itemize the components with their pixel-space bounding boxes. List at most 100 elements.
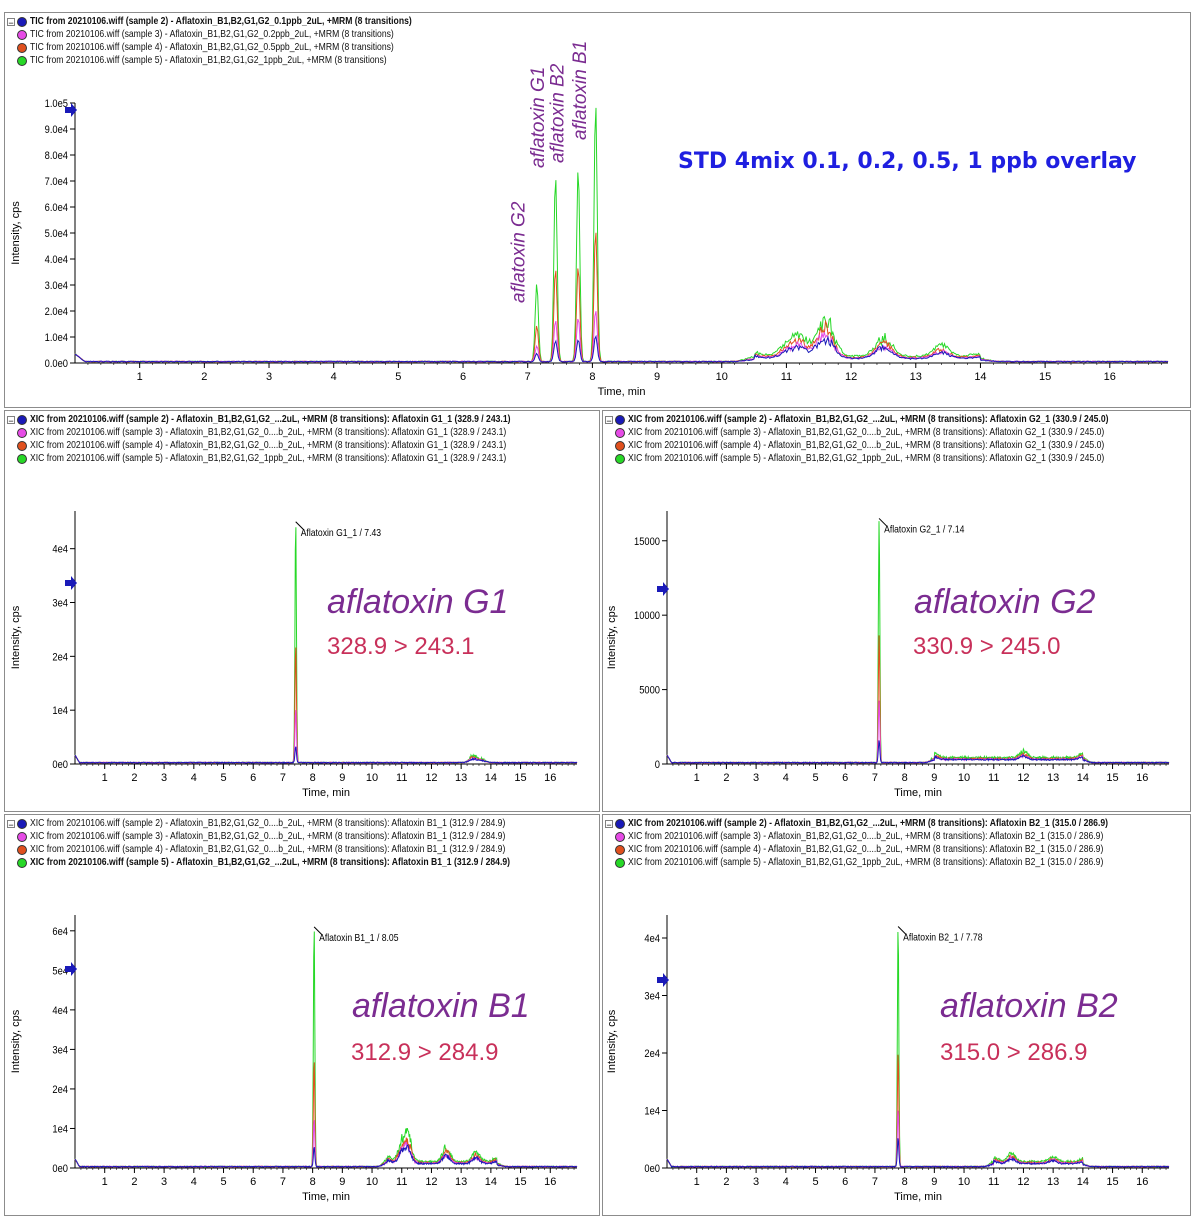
baseline-marker-icon[interactable] [657,582,669,596]
baseline-marker-icon[interactable] [65,103,77,117]
legend-text: XIC from 20210106.wiff (sample 4) - Afla… [30,843,506,855]
x-tick-label: 8 [902,772,908,784]
legend-text: XIC from 20210106.wiff (sample 4) - Afla… [30,439,507,451]
y-tick-label: 1.0e4 [45,332,69,344]
x-tick-label: 13 [910,371,922,383]
y-tick-label: 9.0e4 [45,124,69,136]
collapse-icon[interactable]: − [605,415,613,426]
tic-legend: − TIC from 20210106.wiff (sample 2) - Afl… [7,15,496,67]
baseline-marker-icon[interactable] [65,576,77,590]
y-tick-label: 5.0e4 [45,228,69,240]
x-tick-label: 14 [974,371,986,383]
x-tick-label: 5 [812,1176,818,1188]
x-tick-label: 10 [958,1176,970,1188]
series-trace [74,710,578,764]
x-tick-label: 15 [1106,772,1118,784]
series-color-icon [17,427,27,438]
series-color-icon [615,453,625,464]
x-axis-label: Time, min [598,386,646,398]
x-tick-label: 1 [694,772,700,784]
legend-entry[interactable]: − XIC from 20210106.wiff (sample 2) - Afl… [605,413,1190,426]
xic-b1-chart[interactable]: 1 2 3 4 5 6 7 8 9 10 11 12 13 14 15 160e01e42e43e44e45e… [5,815,600,1216]
xic-g2-chart[interactable]: 1 2 3 4 5 6 7 8 9 10 11 12 13 14 15 16050001000015000Ti… [603,411,1191,812]
x-tick-label: 13 [1047,1176,1059,1188]
x-tick-label: 16 [544,1176,556,1188]
legend-text: TIC from 20210106.wiff (sample 4) - Afla… [30,41,394,53]
x-tick-label: 12 [1017,772,1029,784]
y-axis-label: Intensity, cps [10,1009,22,1073]
legend-entry[interactable]: XIC from 20210106.wiff (sample 5) - Afla… [605,452,1190,465]
legend-text: XIC from 20210106.wiff (sample 2) - Afla… [628,817,1109,829]
baseline-marker-icon[interactable] [65,962,77,976]
x-tick-label: 7 [525,371,531,383]
xic-b2-chart[interactable]: 1 2 3 4 5 6 7 8 9 10 11 12 13 14 15 160e01e42e43e44e4Ti… [603,815,1191,1216]
y-tick-label: 4e4 [52,1005,68,1017]
x-tick-label: 11 [396,1176,407,1188]
x-tick-label: 14 [485,1176,497,1188]
collapse-icon[interactable]: − [605,819,613,830]
peak-annotation-leader [295,521,305,531]
series-color-icon [17,857,27,868]
legend-entry[interactable]: − TIC from 20210106.wiff (sample 2) - Afl… [7,15,496,28]
legend-text: XIC from 20210106.wiff (sample 4) - Afla… [628,439,1105,451]
x-tick-label: 8 [310,1176,316,1188]
legend-entry[interactable]: XIC from 20210106.wiff (sample 3) - Afla… [7,830,599,843]
x-tick-label: 14 [1077,772,1089,784]
baseline-marker-icon[interactable] [657,973,669,987]
legend-entry[interactable]: XIC from 20210106.wiff (sample 4) - Afla… [605,439,1190,452]
x-tick-label: 4 [191,772,197,784]
legend-text: XIC from 20210106.wiff (sample 3) - Afla… [30,426,507,438]
legend-entry[interactable]: XIC from 20210106.wiff (sample 3) - Afla… [605,830,1190,843]
g2-compound-label: aflatoxin G2 [914,583,1096,621]
legend-entry[interactable]: XIC from 20210106.wiff (sample 3) - Afla… [605,426,1190,439]
g1-compound-label: aflatoxin G1 [327,583,509,621]
collapse-icon[interactable]: − [7,819,15,830]
y-tick-label: 2e4 [52,1084,68,1096]
series-color-icon [17,414,27,425]
legend-entry[interactable]: TIC from 20210106.wiff (sample 4) - Afla… [7,41,496,54]
tic-chart[interactable]: 1 2 3 4 5 6 7 8 9 10 11 12 13 14 15 160.0e01.0e42.0e43.… [5,13,1191,408]
y-tick-label: 7.0e4 [45,176,69,188]
peak-annotation: Aflatoxin G1_1 / 7.43 [301,527,381,539]
legend-entry[interactable]: XIC from 20210106.wiff (sample 4) - Afla… [605,843,1190,856]
series-trace [666,1138,1170,1169]
x-tick-label: 16 [1104,371,1116,383]
y-tick-label: 3e4 [52,598,68,610]
x-tick-label: 6 [842,772,848,784]
x-tick-label: 1 [137,371,143,383]
legend-entry[interactable]: XIC from 20210106.wiff (sample 5) - Afla… [7,452,599,465]
collapse-icon[interactable]: − [7,17,15,28]
legend-entry[interactable]: − XIC from 20210106.wiff (sample 2) - Afl… [605,817,1190,830]
series-trace [74,1120,578,1168]
x-tick-label: 16 [544,772,556,784]
legend-entry[interactable]: XIC from 20210106.wiff (sample 5) - Afla… [605,856,1190,869]
x-tick-label: 11 [781,371,792,383]
x-tick-label: 12 [1017,1176,1029,1188]
legend-entry[interactable]: TIC from 20210106.wiff (sample 5) - Afla… [7,54,496,67]
collapse-icon[interactable]: − [7,415,15,426]
legend-entry[interactable]: TIC from 20210106.wiff (sample 3) - Afla… [7,28,496,41]
y-tick-label: 1.0e5 [45,98,69,110]
x-tick-label: 13 [455,1176,467,1188]
series-color-icon [17,818,27,829]
legend-entry[interactable]: XIC from 20210106.wiff (sample 5) - Afla… [7,856,599,869]
y-tick-label: 15000 [634,536,660,548]
legend-entry[interactable]: XIC from 20210106.wiff (sample 4) - Afla… [7,843,599,856]
x-tick-label: 8 [902,1176,908,1188]
x-tick-label: 4 [331,371,337,383]
legend-entry[interactable]: − XIC from 20210106.wiff (sample 2) - Afl… [7,817,599,830]
x-tick-label: 7 [280,772,286,784]
xic-b1-legend: − XIC from 20210106.wiff (sample 2) - Afl… [7,817,599,869]
legend-entry[interactable]: − XIC from 20210106.wiff (sample 2) - Afl… [7,413,599,426]
x-tick-label: 3 [753,1176,759,1188]
xic-b2-panel: − XIC from 20210106.wiff (sample 2) - Afl… [602,814,1191,1216]
y-tick-label: 8.0e4 [45,150,69,162]
y-axis-label: Intensity, cps [606,1009,618,1073]
xic-g1-chart[interactable]: 1 2 3 4 5 6 7 8 9 10 11 12 13 14 15 160e01e42e43e44e4Ti… [5,411,600,812]
y-axis-label: Intensity, cps [10,201,22,265]
y-axis-label: Intensity, cps [10,605,22,669]
legend-entry[interactable]: XIC from 20210106.wiff (sample 3) - Afla… [7,426,599,439]
legend-entry[interactable]: XIC from 20210106.wiff (sample 4) - Afla… [7,439,599,452]
x-tick-label: 16 [1136,1176,1148,1188]
x-tick-label: 2 [201,371,207,383]
